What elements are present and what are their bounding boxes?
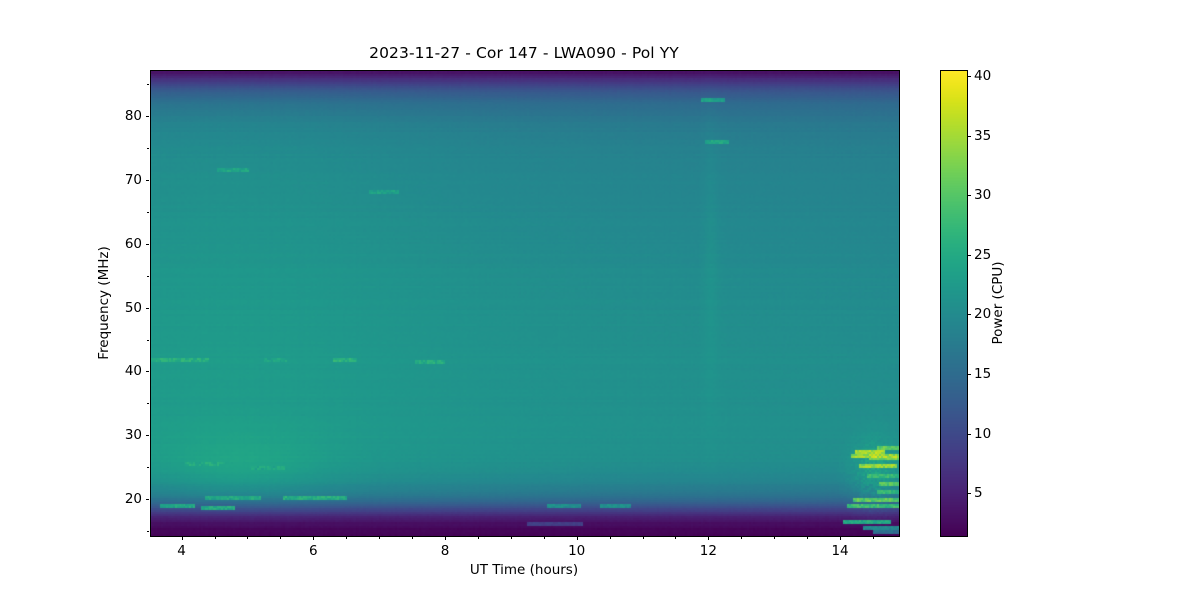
y-tick-label-50: 50 — [124, 299, 142, 316]
y-tick-minor — [147, 212, 149, 213]
y-tick-40 — [145, 371, 149, 372]
y-tick-minor — [147, 340, 149, 341]
y-tick-label-30: 30 — [124, 427, 142, 444]
x-tick-12 — [708, 536, 709, 540]
cbar-tick-30 — [967, 195, 971, 196]
cbar-tick-label-15: 15 — [974, 366, 992, 383]
y-tick-label-60: 60 — [124, 235, 142, 252]
cbar-tick-40 — [967, 76, 971, 77]
x-tick-minor — [544, 536, 545, 539]
x-tick-label-14: 14 — [831, 543, 849, 559]
x-tick-minor — [511, 536, 512, 539]
y-tick-60 — [145, 244, 149, 245]
y-tick-minor — [147, 403, 149, 404]
cbar-tick-label-5: 5 — [974, 485, 983, 502]
colorbar-gradient — [941, 71, 967, 536]
x-tick-minor — [379, 536, 380, 539]
x-tick-label-12: 12 — [699, 543, 717, 559]
x-tick-minor — [807, 536, 808, 539]
cbar-tick-label-20: 20 — [974, 306, 992, 323]
x-tick-label-6: 6 — [308, 543, 318, 559]
y-tick-label-80: 80 — [124, 107, 142, 124]
x-tick-10 — [577, 536, 578, 540]
cbar-tick-20 — [967, 314, 971, 315]
x-tick-label-8: 8 — [440, 543, 450, 559]
cbar-tick-label-25: 25 — [974, 246, 992, 263]
colorbar-label: Power (CPU) — [990, 260, 1006, 345]
y-tick-minor — [147, 148, 149, 149]
cbar-tick-10 — [967, 434, 971, 435]
x-tick-minor — [643, 536, 644, 539]
y-tick-label-40: 40 — [124, 363, 142, 380]
x-tick-minor — [774, 536, 775, 539]
cbar-tick-label-10: 10 — [974, 425, 992, 442]
x-tick-minor — [215, 536, 216, 539]
cbar-tick-5 — [967, 493, 971, 494]
y-tick-70 — [145, 180, 149, 181]
x-tick-minor — [741, 536, 742, 539]
x-tick-8 — [445, 536, 446, 540]
cbar-tick-label-35: 35 — [974, 127, 992, 144]
y-tick-minor — [147, 531, 149, 532]
x-tick-6 — [313, 536, 314, 540]
colorbar-axes[interactable] — [940, 70, 968, 537]
x-tick-minor — [873, 536, 874, 539]
y-tick-minor — [147, 276, 149, 277]
y-tick-minor — [147, 84, 149, 85]
x-tick-4 — [182, 536, 183, 540]
x-tick-14 — [840, 536, 841, 540]
x-tick-minor — [280, 536, 281, 539]
x-tick-minor — [346, 536, 347, 539]
x-tick-minor — [478, 536, 479, 539]
x-tick-label-4: 4 — [177, 543, 186, 559]
x-tick-minor — [412, 536, 413, 539]
x-tick-label-10: 10 — [568, 543, 586, 559]
x-tick-minor — [247, 536, 248, 539]
y-tick-label-70: 70 — [124, 171, 142, 188]
y-tick-80 — [145, 116, 149, 117]
cbar-tick-35 — [967, 136, 971, 137]
y-tick-30 — [145, 435, 149, 436]
spectrogram-image — [151, 71, 899, 536]
y-tick-20 — [145, 499, 149, 500]
x-tick-minor — [675, 536, 676, 539]
cbar-tick-label-40: 40 — [974, 67, 992, 84]
page-title: 2023-11-27 - Cor 147 - LWA090 - Pol YY — [369, 44, 679, 62]
x-tick-minor — [610, 536, 611, 539]
cbar-tick-15 — [967, 374, 971, 375]
y-tick-50 — [145, 308, 149, 309]
y-tick-label-20: 20 — [124, 491, 142, 508]
y-tick-minor — [147, 467, 149, 468]
x-axis-label: UT Time (hours) — [469, 562, 579, 578]
cbar-tick-label-30: 30 — [974, 187, 992, 204]
cbar-tick-25 — [967, 255, 971, 256]
spectrogram-axes[interactable] — [150, 70, 900, 537]
